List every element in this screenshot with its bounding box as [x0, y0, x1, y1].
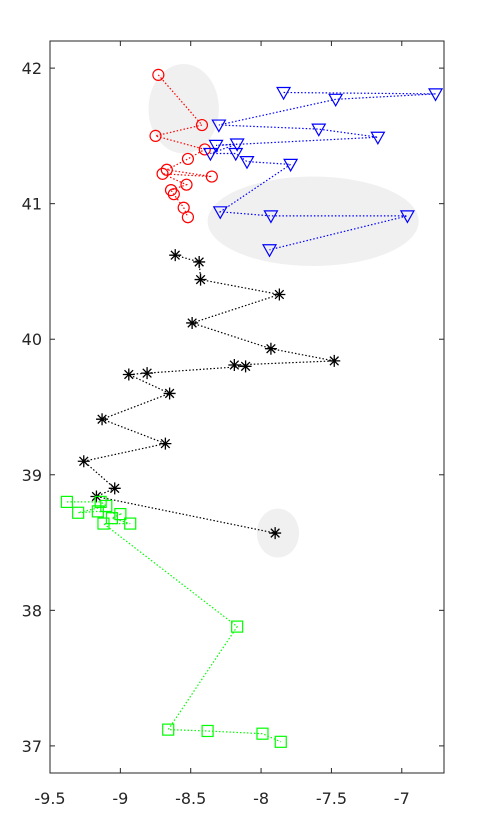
data-point-4-4 — [72, 506, 85, 519]
data-point-1-13 — [181, 211, 194, 224]
x-tick-label: -8.5 — [175, 789, 206, 808]
data-point-1-4 — [198, 143, 211, 156]
data-point-2-5 — [311, 123, 327, 137]
data-point-1-3 — [149, 129, 162, 142]
series-line-2 — [210, 91, 436, 251]
data-point-3-2 — [193, 255, 206, 268]
data-point-3-10 — [141, 367, 154, 380]
data-point-4-9 — [97, 517, 110, 530]
data-point-4-6 — [114, 507, 127, 521]
data-point-2-16 — [261, 244, 278, 258]
data-point-4-8 — [124, 517, 137, 530]
axes-box — [49, 40, 445, 774]
series-2 — [202, 86, 444, 258]
data-point-2-6 — [370, 131, 386, 145]
data-point-2-9 — [202, 147, 218, 162]
x-tick-label: -7 — [394, 789, 410, 808]
shaded-region-1 — [148, 64, 219, 154]
axes — [49, 40, 445, 774]
series-3 — [77, 249, 341, 540]
data-point-2-7 — [208, 139, 224, 154]
data-point-3-15 — [77, 455, 90, 468]
data-point-3-11 — [122, 368, 135, 381]
data-point-4-1 — [60, 495, 73, 508]
data-point-1-7 — [205, 170, 218, 183]
data-point-1-2 — [195, 118, 209, 132]
data-point-1-11 — [167, 188, 180, 201]
data-point-2-1 — [276, 86, 292, 101]
data-series — [60, 68, 444, 748]
y-tick-label: 41 — [22, 195, 42, 214]
data-point-3-8 — [228, 358, 241, 371]
data-point-1-9 — [180, 178, 193, 191]
data-point-4-5 — [91, 505, 104, 518]
data-point-3-18 — [269, 527, 282, 540]
data-point-2-15 — [399, 210, 415, 224]
y-tick-label: 42 — [22, 59, 42, 78]
series-4 — [60, 495, 287, 748]
data-point-4-12 — [201, 724, 214, 738]
data-point-1-5 — [181, 152, 194, 166]
y-tick-label: 37 — [22, 737, 42, 756]
data-point-4-13 — [256, 727, 269, 740]
data-point-2-11 — [239, 156, 255, 170]
data-point-3-3 — [194, 273, 207, 286]
data-point-3-1 — [169, 249, 182, 262]
data-point-3-5 — [186, 316, 199, 329]
x-tick-label: -9.5 — [34, 789, 65, 808]
axis-ticks: -9.5 -9 -8.5 -8 -7.5 -7 37 38 39 40 41 42 — [22, 41, 444, 808]
data-point-2-10 — [228, 147, 244, 162]
data-point-2-13 — [212, 206, 228, 220]
series-1 — [149, 68, 218, 224]
data-point-4-14 — [274, 735, 287, 748]
shaded-regions — [148, 64, 419, 558]
y-tick-label: 38 — [22, 601, 42, 620]
data-point-2-2 — [428, 88, 444, 102]
series-line-3 — [82, 254, 335, 534]
data-point-3-7 — [328, 354, 341, 367]
data-point-1-8 — [156, 167, 169, 180]
y-tick-label: 40 — [22, 330, 42, 349]
data-point-2-3 — [328, 93, 344, 108]
x-tick-label: -7.5 — [316, 789, 347, 808]
x-tick-label: -9 — [112, 789, 128, 808]
data-point-3-9 — [239, 360, 252, 373]
data-point-2-4 — [211, 119, 227, 133]
data-point-2-14 — [263, 210, 279, 224]
data-point-3-12 — [163, 387, 176, 400]
data-point-3-16 — [108, 482, 121, 495]
data-point-2-8 — [229, 138, 245, 152]
data-point-1-1 — [152, 68, 165, 81]
data-point-3-6 — [264, 342, 277, 355]
data-point-1-10 — [164, 184, 178, 197]
y-tick-label: 39 — [22, 466, 42, 485]
data-point-3-13 — [96, 413, 109, 426]
x-tick-label: -8 — [253, 789, 269, 808]
shaded-region-2 — [207, 176, 419, 267]
data-point-4-10 — [231, 620, 244, 633]
data-point-2-12 — [283, 158, 299, 173]
series-line-4 — [66, 501, 282, 743]
data-point-4-11 — [162, 723, 175, 736]
data-point-1-6 — [160, 163, 173, 176]
data-point-3-14 — [159, 437, 172, 450]
data-point-3-4 — [273, 288, 286, 301]
